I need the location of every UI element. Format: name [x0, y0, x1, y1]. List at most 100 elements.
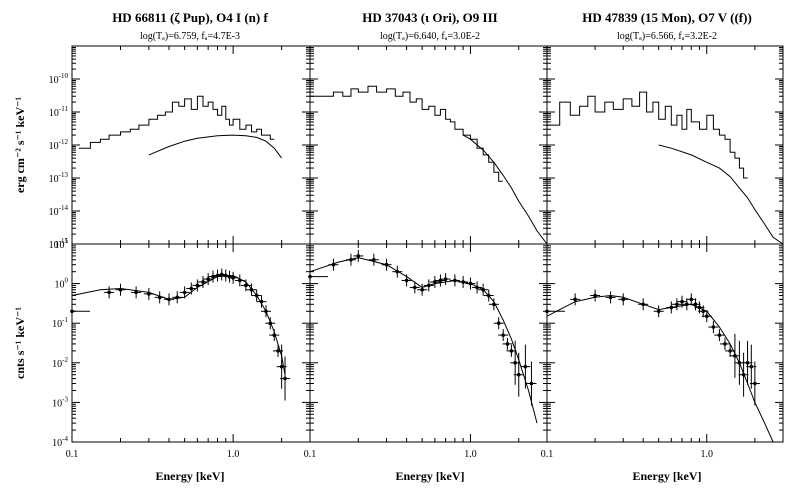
- x-tick-label: 1.0: [227, 449, 240, 460]
- data-point: [384, 262, 389, 267]
- data-point: [641, 302, 645, 307]
- model-curve: [148, 134, 283, 159]
- spectrum-step-line: [310, 85, 503, 182]
- data-point: [426, 283, 431, 288]
- data-point: [697, 305, 702, 310]
- data-point: [723, 342, 727, 346]
- data-point: [272, 333, 277, 337]
- data-point: [107, 290, 111, 295]
- data-point: [496, 321, 501, 326]
- data-point: [308, 274, 312, 279]
- data-point: [167, 297, 171, 302]
- data-point: [349, 257, 353, 262]
- panel-top-middle: [309, 45, 548, 245]
- panel-subtitle-left: log(Tₐ)=6.759, fₐ=4.7E-3: [140, 31, 240, 42]
- y-tick-label: 10-11: [49, 105, 69, 119]
- data-point: [413, 285, 417, 290]
- data-point: [259, 299, 264, 304]
- data-point: [372, 257, 376, 262]
- data-point: [685, 302, 689, 307]
- x-axis-label-left: Energy [keV]: [156, 469, 225, 483]
- data-point: [195, 283, 200, 288]
- data-point: [656, 309, 661, 314]
- x-tick-label: 0.1: [66, 449, 79, 460]
- data-point: [356, 254, 361, 258]
- data-point: [201, 280, 205, 284]
- data-point: [680, 299, 684, 304]
- data-point: [175, 295, 180, 300]
- panel-title-left: HD 66811 (ζ Pup), O4 I (n) f: [112, 10, 268, 25]
- data-point: [621, 297, 626, 302]
- y-tick-label: 100: [55, 277, 69, 291]
- data-point: [206, 277, 210, 281]
- data-point: [737, 361, 742, 365]
- data-point: [492, 302, 496, 307]
- model-curve: [658, 144, 784, 245]
- data-point: [608, 295, 613, 300]
- data-point: [231, 276, 235, 280]
- panel-bottom-right: 0.1 1.0: [541, 243, 784, 460]
- y-tick-label: 10-3: [52, 395, 68, 409]
- y-tick-label: 10-13: [49, 171, 69, 185]
- x-tick-label: 1.0: [701, 449, 714, 460]
- data-point: [157, 295, 162, 300]
- data-point: [147, 292, 151, 296]
- y-axis-label-top: erg cm⁻² s⁻¹ keV⁻¹: [13, 97, 27, 194]
- data-point: [182, 290, 187, 295]
- data-point: [468, 281, 473, 286]
- data-point: [404, 278, 409, 283]
- y-tick-label: 10-15: [49, 237, 69, 251]
- data-point: [529, 381, 534, 386]
- plot-frame: [71, 243, 311, 443]
- data-point: [420, 287, 424, 292]
- panel-top-right: [546, 45, 784, 245]
- y-axis-label-bottom: cnts s⁻¹ keV⁻¹: [13, 307, 27, 379]
- data-point: [693, 302, 698, 307]
- panel-title-right: HD 47839 (15 Mon), O7 V ((f)): [582, 10, 752, 25]
- data-point: [443, 277, 448, 281]
- y-tick-label: 10-4: [52, 435, 68, 449]
- data-point: [501, 333, 505, 337]
- y-tick-label: 10-12: [49, 138, 69, 152]
- x-axis-label-middle: Energy [keV]: [396, 469, 465, 483]
- data-point: [254, 293, 259, 298]
- data-point: [741, 372, 746, 377]
- data-point: [753, 381, 757, 386]
- data-point: [475, 285, 479, 290]
- data-point: [237, 278, 242, 283]
- y-tick-label: 101: [55, 237, 69, 251]
- model-curve: [462, 134, 548, 245]
- data-point: [244, 283, 248, 288]
- data-point: [283, 376, 287, 381]
- data-point: [689, 297, 694, 302]
- panel-subtitle-middle: log(Tₐ)=6.640, fₐ=3.0E-2: [380, 31, 480, 42]
- data-point: [749, 364, 754, 369]
- plot-frame: [546, 243, 784, 443]
- data-point: [545, 309, 549, 314]
- data-point: [279, 364, 284, 369]
- panel-bottom-left: 0.1 1.0 10-4 10-3 10-2 10-1 100 101: [52, 237, 311, 460]
- y-tick-label: 10-10: [49, 72, 69, 86]
- panel-bottom-middle: 0.1 1.0: [304, 243, 548, 460]
- data-point: [486, 293, 491, 298]
- data-point: [264, 309, 268, 314]
- data-point: [276, 349, 280, 353]
- data-point: [711, 325, 716, 329]
- panel-subtitle-right: log(Tₐ)=6.566, fₐ=3.2E-2: [617, 31, 717, 42]
- spectrum-step-line: [78, 95, 275, 149]
- data-point: [745, 361, 750, 365]
- data-point: [593, 293, 597, 298]
- data-point: [505, 342, 510, 346]
- x-axis-label-right: Energy [keV]: [633, 469, 702, 483]
- data-point: [461, 280, 465, 284]
- data-point: [189, 286, 194, 291]
- data-point: [704, 314, 709, 319]
- data-point: [516, 372, 521, 377]
- data-point: [733, 354, 737, 358]
- x-tick-label: 0.1: [304, 449, 317, 460]
- data-point: [717, 333, 722, 337]
- data-point: [513, 361, 517, 365]
- data-point: [134, 290, 138, 295]
- data-point: [701, 309, 706, 314]
